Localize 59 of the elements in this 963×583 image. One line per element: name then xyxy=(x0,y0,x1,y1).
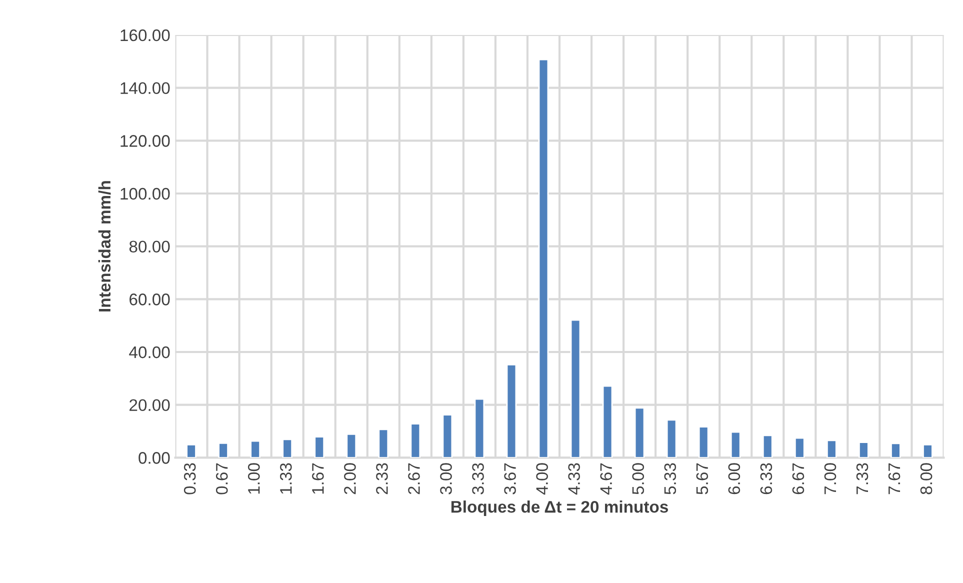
x-tick-label: 8.00 xyxy=(920,463,932,494)
bar xyxy=(890,442,901,458)
bar xyxy=(698,426,709,458)
x-tick-label: 3.33 xyxy=(472,463,484,494)
bar xyxy=(218,442,228,458)
y-tick-label: 20.00 xyxy=(130,399,170,412)
x-tick-label: 3.00 xyxy=(440,463,452,494)
x-tick-label: 7.00 xyxy=(824,463,836,494)
y-tick-label: 120.00 xyxy=(120,135,170,147)
bar xyxy=(474,398,485,458)
x-tick-label: 6.00 xyxy=(728,463,740,494)
bar xyxy=(602,385,613,458)
bar xyxy=(922,444,933,458)
bar xyxy=(410,423,421,458)
x-tick-label: 4.33 xyxy=(568,463,580,495)
bar xyxy=(794,437,805,458)
bar xyxy=(762,434,773,458)
bar xyxy=(250,440,260,458)
x-tick-label: 0.33 xyxy=(184,463,196,494)
x-tick-label: 5.33 xyxy=(664,463,676,494)
x-tick-label: 6.67 xyxy=(792,463,804,494)
y-tick-label: 40.00 xyxy=(129,346,170,358)
x-tick-label: 2.67 xyxy=(408,463,420,494)
x-tick-label: 1.00 xyxy=(248,463,260,494)
bar xyxy=(186,444,196,458)
bar xyxy=(442,414,453,458)
x-tick-label: 7.67 xyxy=(888,463,900,494)
bar xyxy=(282,438,293,458)
bar xyxy=(858,442,869,458)
bar xyxy=(378,428,389,458)
y-tick-label: 160.00 xyxy=(120,29,170,42)
bar xyxy=(506,364,517,458)
x-tick-label: 4.00 xyxy=(536,463,548,495)
bar xyxy=(346,433,357,458)
y-tick-label: 80.00 xyxy=(129,240,170,253)
x-axis-title: Bloques de Δt = 20 minutos xyxy=(451,500,668,516)
bar xyxy=(730,431,741,458)
y-tick-label: 140.00 xyxy=(120,82,170,94)
x-tick-label: 1.33 xyxy=(280,463,292,494)
y-tick-label: 60.00 xyxy=(130,294,170,306)
bar xyxy=(538,58,549,458)
bar xyxy=(314,436,325,458)
x-tick-label: 2.00 xyxy=(344,463,356,494)
x-tick-label: 3.67 xyxy=(504,463,516,494)
x-tick-label: 5.67 xyxy=(696,463,708,494)
x-tick-label: 0.67 xyxy=(216,463,228,494)
bar xyxy=(570,319,581,458)
y-tick-label: 100.00 xyxy=(120,188,170,200)
x-tick-label: 4.67 xyxy=(600,463,612,495)
bar xyxy=(634,407,645,458)
bar xyxy=(826,440,837,458)
x-tick-label: 6.33 xyxy=(760,463,772,494)
y-axis-title: Intensidad mm/h xyxy=(98,181,111,312)
x-tick-label: 1.67 xyxy=(312,463,324,494)
y-tick-label: 0.00 xyxy=(138,452,170,464)
bar xyxy=(666,419,677,458)
x-tick-label: 2.33 xyxy=(376,463,388,494)
x-tick-label: 7.33 xyxy=(856,463,868,494)
x-tick-label: 5.00 xyxy=(632,463,644,494)
